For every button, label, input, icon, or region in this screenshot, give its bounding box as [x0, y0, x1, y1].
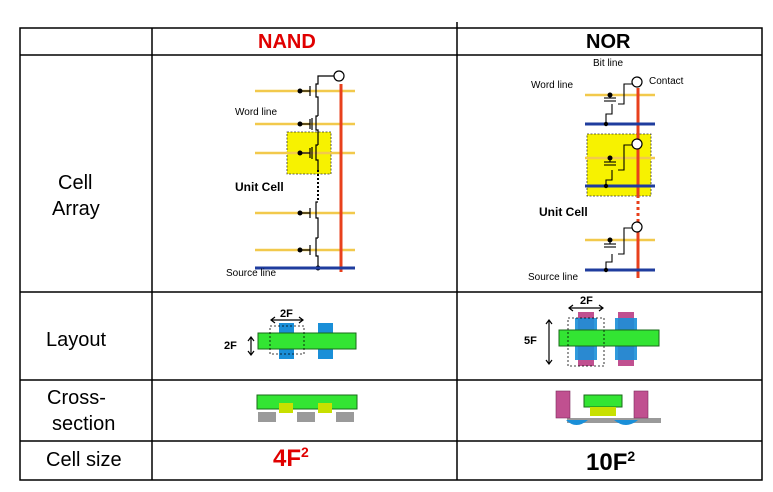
row-label-cross-section-line1: Cross-: [47, 387, 106, 409]
column-header-nor: NOR: [586, 31, 631, 53]
nand-layout-height-label: 2F: [224, 340, 237, 352]
nor-cell-size-value: 10F2: [586, 448, 635, 477]
row-label-cell-array-line1: Cell: [58, 172, 93, 194]
nor-source-line-label: Source line: [528, 272, 579, 283]
nor-source-lines: [585, 122, 655, 272]
nor-contact-label: Contact: [649, 76, 684, 87]
nand-contact: [333, 70, 345, 82]
nand-layout-width-label: 2F: [280, 308, 293, 320]
row-label-cell-array-line2: Array: [52, 198, 100, 220]
nand-source-line-label: Source line: [226, 268, 277, 279]
nor-cross-section-drawing: [555, 390, 661, 425]
nand-string: [300, 75, 338, 268]
nand-cell-array-schematic: [255, 70, 355, 272]
nand-cell-size-exponent: 2: [301, 444, 309, 460]
nand-cross-section-drawing: [256, 394, 358, 422]
nand-word-line-label: Word line: [235, 107, 278, 118]
nor-unit-cell-label: Unit Cell: [539, 205, 588, 219]
nor-cell-size-base: 10F: [586, 449, 628, 476]
nor-cell-array-schematic: [585, 76, 655, 278]
nor-layout-height-label: 5F: [524, 335, 537, 347]
row-label-cross-section-line2: section: [52, 413, 116, 435]
nand-unit-cell-label: Unit Cell: [235, 180, 284, 194]
nand-layout-drawing: [247, 316, 357, 359]
row-label-layout: Layout: [46, 329, 107, 351]
table-grid: [19, 22, 763, 481]
nor-bit-line-label: Bit line: [593, 58, 624, 69]
nor-word-line-label: Word line: [531, 80, 574, 91]
nor-cell-size-exponent: 2: [627, 448, 636, 464]
column-header-nand: NAND: [258, 31, 316, 53]
nor-layout-drawing: [545, 304, 660, 367]
nor-layout-width-label: 2F: [580, 295, 593, 307]
nand-cell-size-value: 4F2: [273, 444, 309, 473]
row-label-cell-size: Cell size: [46, 449, 122, 471]
nor-word-lines: [585, 93, 655, 242]
nand-cell-size-base: 4F: [273, 445, 302, 472]
